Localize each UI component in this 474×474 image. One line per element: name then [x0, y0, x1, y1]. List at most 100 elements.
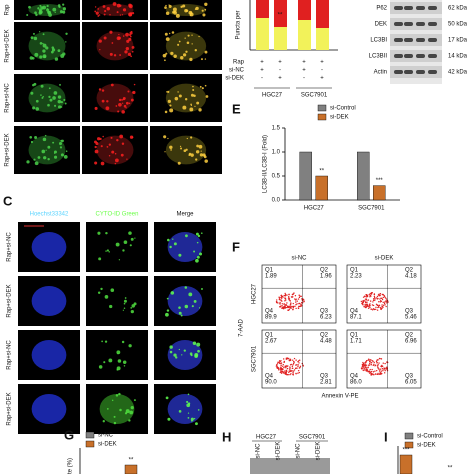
event: [282, 296, 284, 298]
puncta: [60, 106, 63, 108]
puncta: [204, 8, 207, 11]
puncta: [178, 253, 182, 257]
puncta: [193, 417, 196, 420]
puncta: [100, 145, 103, 148]
puncta: [186, 41, 190, 45]
puncta: [195, 150, 200, 154]
puncta: [124, 50, 128, 54]
puncta: [129, 244, 132, 247]
puncta: [192, 341, 197, 346]
puncta: [108, 143, 111, 146]
group-label: HGC27: [256, 435, 277, 441]
band: [404, 54, 413, 58]
event: [276, 301, 278, 304]
condition-mark: +: [302, 68, 306, 74]
cell: [165, 31, 207, 61]
event: [285, 304, 288, 306]
condition-mark: +: [302, 60, 306, 66]
puncta: [94, 10, 97, 13]
puncta: [190, 103, 192, 106]
event: [370, 373, 372, 375]
puncta: [128, 419, 131, 422]
puncta: [29, 56, 34, 60]
event: [374, 370, 376, 372]
puncta: [174, 96, 179, 101]
quadrant-name: Q4: [350, 374, 359, 380]
row-label: Rap+si-DEK: [5, 29, 11, 62]
puncta: [125, 46, 130, 51]
event: [385, 368, 387, 370]
event: [280, 294, 282, 297]
puncta: [116, 368, 119, 371]
puncta: [125, 101, 129, 105]
puncta: [57, 4, 61, 7]
puncta: [182, 53, 187, 57]
puncta: [197, 234, 201, 238]
event: [374, 373, 377, 375]
significance: **: [278, 13, 283, 19]
condition-mark: +: [278, 76, 282, 82]
puncta: [123, 307, 126, 309]
puncta: [173, 54, 177, 59]
puncta: [133, 302, 137, 306]
cell: [96, 135, 134, 165]
puncta: [47, 103, 50, 107]
puncta: [194, 354, 198, 358]
event: [291, 365, 294, 368]
puncta: [172, 7, 177, 12]
puncta: [100, 161, 105, 166]
event: [362, 368, 364, 370]
cell: [99, 394, 135, 424]
event: [297, 307, 300, 309]
puncta: [121, 14, 124, 16]
event: [288, 296, 290, 298]
bar-segment: [256, 0, 269, 18]
event: [284, 370, 286, 372]
event: [378, 362, 380, 364]
puncta: [171, 31, 175, 34]
puncta: [200, 150, 202, 152]
panel-letter: H: [222, 429, 231, 444]
puncta: [35, 99, 39, 103]
puncta: [102, 135, 105, 138]
band: [416, 38, 425, 42]
event: [288, 298, 290, 301]
puncta: [105, 106, 110, 111]
puncta: [109, 52, 113, 56]
puncta: [184, 304, 189, 309]
puncta: [62, 3, 65, 6]
puncta: [59, 10, 63, 14]
puncta: [118, 102, 122, 107]
puncta: [173, 353, 177, 357]
puncta: [130, 237, 134, 241]
event: [384, 297, 387, 299]
event: [303, 300, 305, 303]
quadrant-name: Q4: [350, 309, 359, 315]
event: [376, 373, 378, 376]
puncta: [114, 152, 117, 155]
column-header: Hoechst33342: [30, 212, 69, 218]
event: [364, 303, 366, 306]
quadrant-name: Q3: [320, 309, 329, 315]
event: [285, 357, 288, 359]
puncta: [58, 141, 63, 146]
event: [379, 306, 381, 309]
event: [365, 368, 368, 371]
event: [367, 359, 369, 361]
puncta: [101, 89, 105, 92]
legend-label: si-DEK: [330, 115, 349, 121]
event: [381, 307, 383, 310]
event: [375, 306, 377, 309]
event: [282, 358, 285, 360]
puncta: [170, 51, 174, 56]
puncta: [57, 95, 62, 99]
event: [369, 368, 371, 371]
row-label: HGC27: [252, 283, 258, 304]
puncta: [125, 32, 129, 37]
puncta: [35, 13, 38, 17]
puncta: [194, 49, 197, 52]
event: [385, 298, 388, 300]
band: [394, 6, 403, 10]
event: [276, 367, 278, 369]
legend-label: si-Control: [417, 434, 443, 440]
